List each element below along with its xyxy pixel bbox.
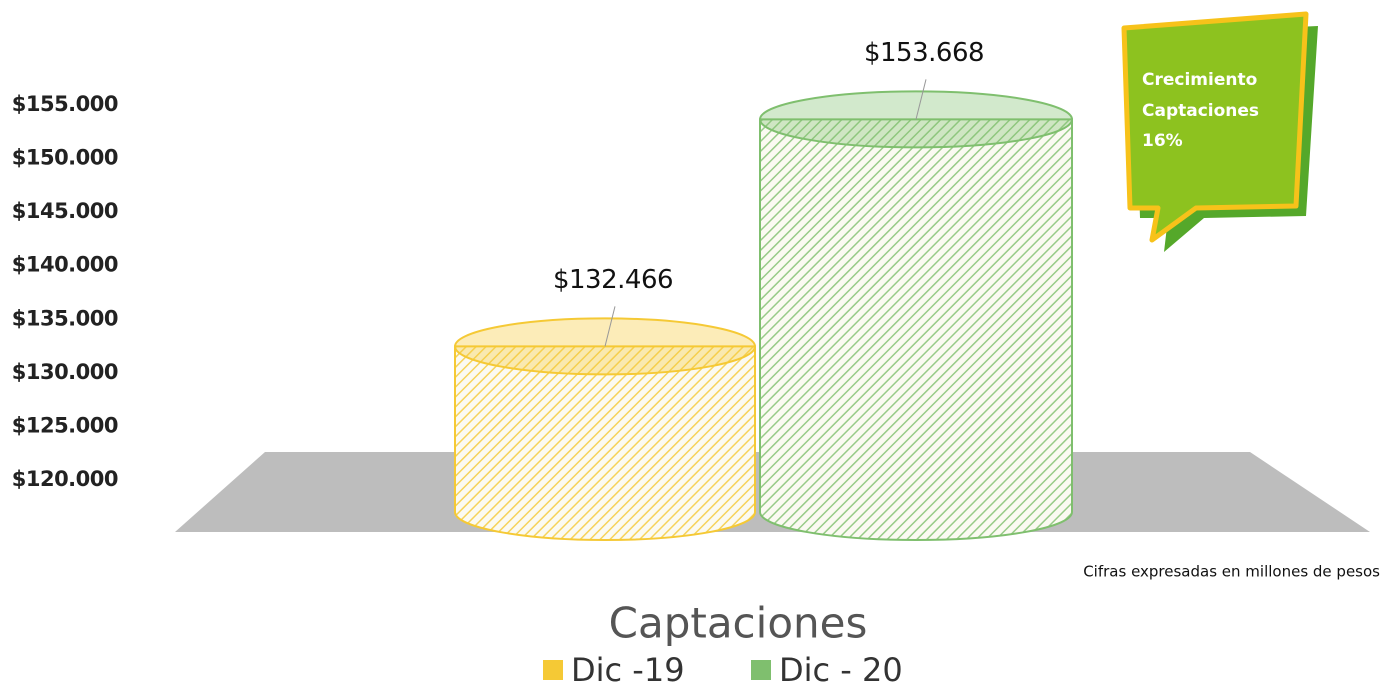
legend-swatch bbox=[543, 660, 563, 680]
y-tick-label: $150.000 bbox=[12, 146, 118, 170]
leader-line bbox=[604, 306, 616, 347]
annotation-line: Captaciones bbox=[1142, 101, 1259, 121]
y-tick-label: $120.000 bbox=[12, 467, 118, 491]
annotation-line: 16% bbox=[1142, 131, 1183, 151]
y-tick-label: $130.000 bbox=[12, 360, 118, 384]
y-tick-label: $125.000 bbox=[12, 413, 118, 437]
y-tick-label: $135.000 bbox=[12, 306, 118, 330]
cylinder-body bbox=[759, 118, 1073, 541]
y-tick-label: $140.000 bbox=[12, 253, 118, 277]
leader-line bbox=[915, 79, 927, 120]
note: Cifras expresadas en millones de pesos bbox=[1083, 563, 1380, 581]
annotation-line: Crecimiento bbox=[1142, 70, 1257, 90]
legend-label: Dic - 20 bbox=[779, 651, 903, 689]
y-tick-label: $155.000 bbox=[12, 92, 118, 116]
legend-swatch bbox=[751, 660, 771, 680]
y-tick-label: $145.000 bbox=[12, 199, 118, 223]
legend-label: Dic -19 bbox=[571, 651, 685, 689]
cylinder-body bbox=[454, 345, 756, 541]
chart-title: Captaciones bbox=[609, 599, 868, 648]
callout bbox=[1121, 11, 1318, 252]
value-label: $153.668 bbox=[864, 38, 984, 68]
value-label: $132.466 bbox=[553, 265, 673, 295]
